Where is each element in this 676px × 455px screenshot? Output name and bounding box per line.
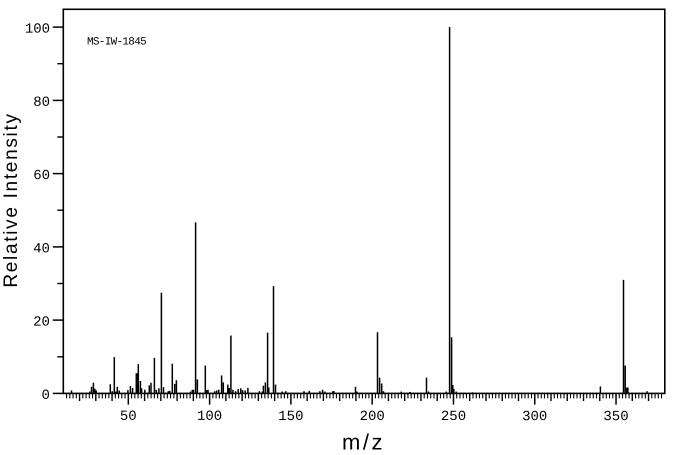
svg-text:Relative Intensity: Relative Intensity bbox=[1, 112, 22, 287]
svg-text:60: 60 bbox=[33, 168, 50, 184]
svg-text:350: 350 bbox=[603, 409, 628, 425]
svg-text:150: 150 bbox=[278, 409, 303, 425]
svg-text:MS-IW-1845: MS-IW-1845 bbox=[87, 36, 146, 48]
svg-text:250: 250 bbox=[441, 409, 466, 425]
svg-text:50: 50 bbox=[120, 409, 137, 425]
svg-text:300: 300 bbox=[522, 409, 547, 425]
svg-text:20: 20 bbox=[33, 315, 50, 331]
svg-text:100: 100 bbox=[197, 409, 222, 425]
svg-text:m/z: m/z bbox=[342, 429, 385, 454]
svg-text:80: 80 bbox=[33, 95, 50, 111]
svg-text:0: 0 bbox=[41, 388, 49, 404]
svg-text:200: 200 bbox=[360, 409, 385, 425]
svg-text:100: 100 bbox=[25, 22, 50, 38]
svg-text:40: 40 bbox=[33, 241, 50, 257]
